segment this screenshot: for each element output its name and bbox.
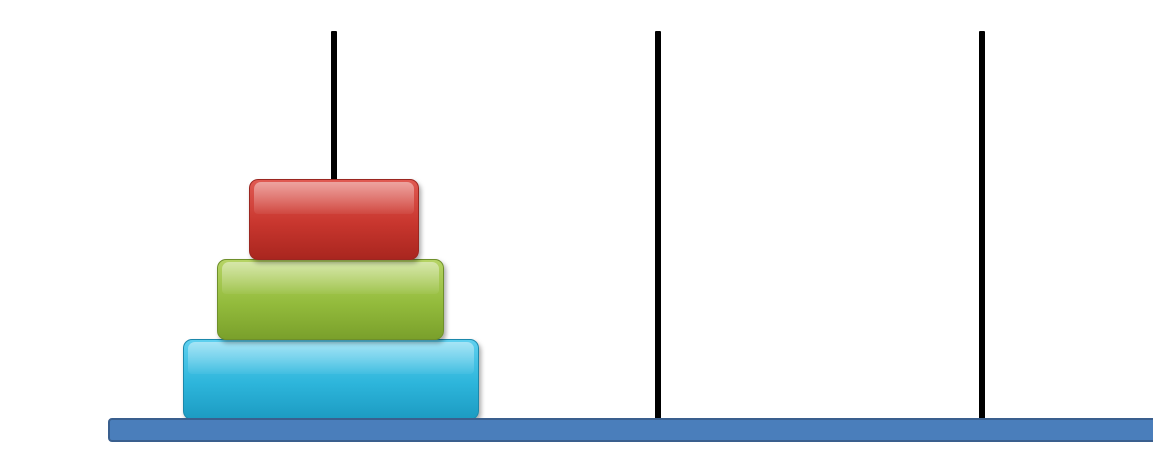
peg-middle[interactable]: [655, 31, 661, 420]
peg-right[interactable]: [979, 31, 985, 420]
disk-medium[interactable]: [217, 259, 444, 340]
board-base: [108, 418, 1153, 442]
disk-small[interactable]: [249, 179, 419, 260]
disk-large[interactable]: [183, 339, 479, 420]
